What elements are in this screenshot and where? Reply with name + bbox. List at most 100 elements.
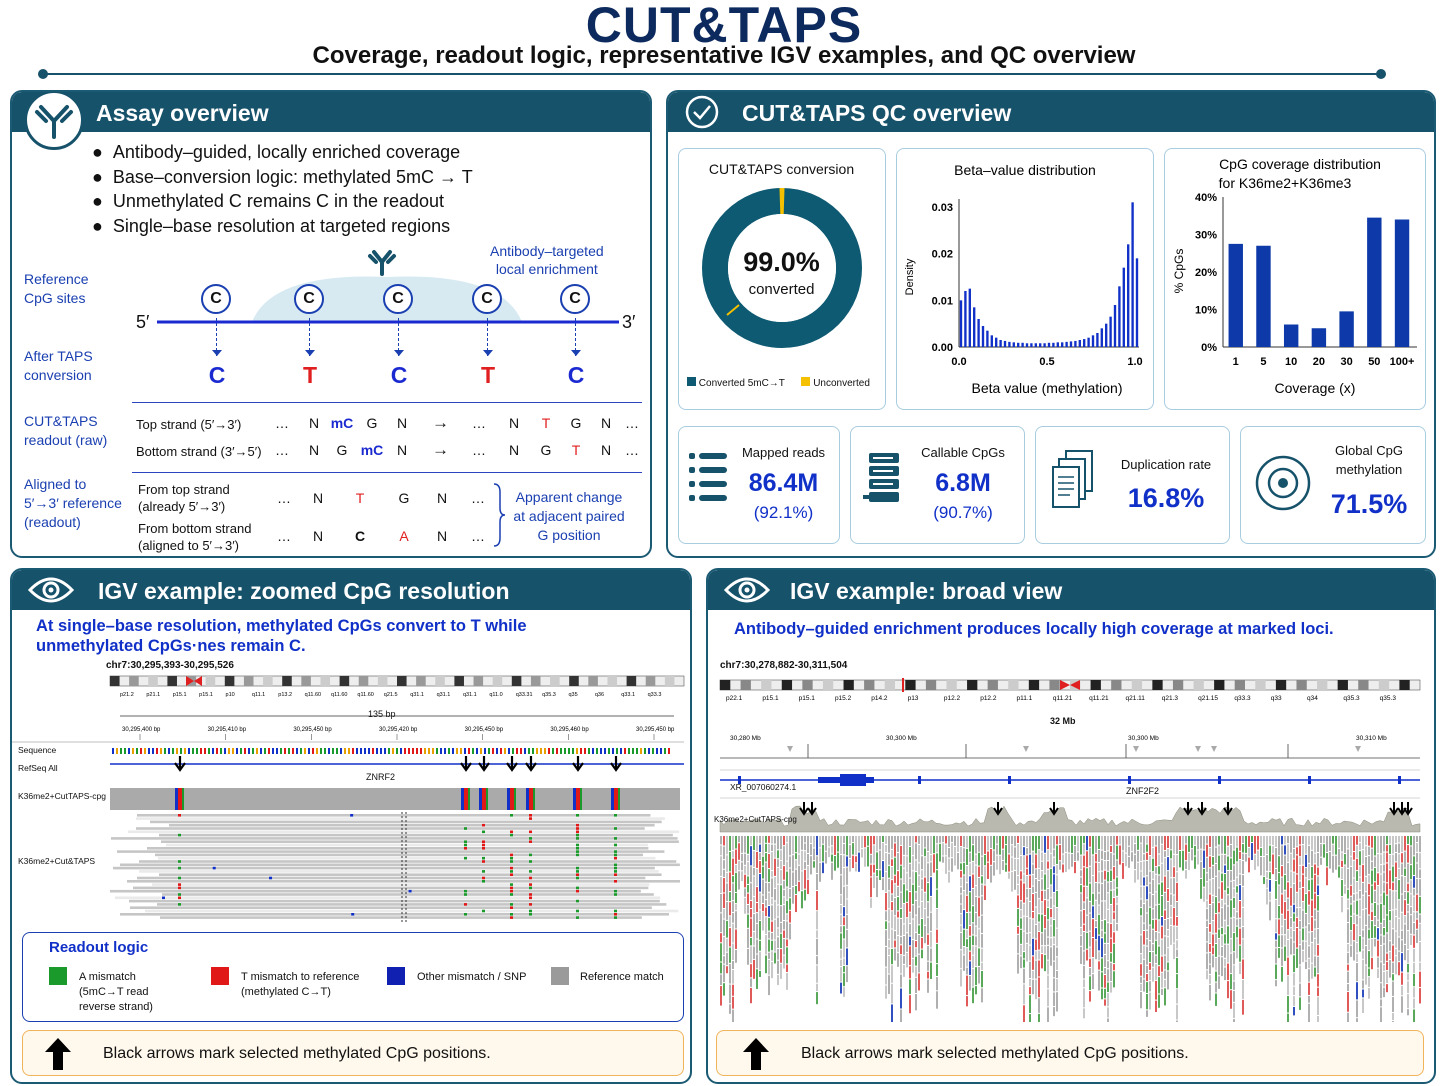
read: [1365, 892, 1367, 909]
read: [891, 948, 893, 965]
read: [1098, 961, 1100, 970]
read: [1035, 836, 1037, 854]
read: [759, 853, 761, 861]
read: [1053, 920, 1055, 937]
read: [963, 848, 965, 862]
read: [1290, 853, 1292, 871]
read: [1173, 867, 1175, 878]
read: [897, 886, 899, 897]
methyl-arrow-icon: [1223, 802, 1233, 816]
read: [741, 871, 743, 882]
read: [921, 949, 923, 959]
read: [1146, 913, 1148, 930]
read: [1290, 928, 1292, 938]
read: [966, 866, 968, 883]
read: [1347, 899, 1349, 909]
marker-triangle: [787, 746, 793, 752]
read: [1167, 971, 1169, 990]
read: [1380, 923, 1382, 935]
read: [1257, 850, 1259, 867]
read: [882, 843, 884, 861]
read-mismatch: [614, 909, 617, 913]
read: [1287, 957, 1289, 976]
read: [918, 973, 920, 991]
read: [1227, 836, 1229, 846]
read: [1281, 894, 1283, 914]
read: [1083, 902, 1085, 909]
strand-base: T: [541, 415, 551, 431]
read: [136, 817, 665, 820]
sequence-base: [244, 748, 246, 754]
read: [732, 913, 734, 923]
read: [972, 969, 974, 987]
read: [1029, 961, 1031, 979]
read: [1362, 910, 1364, 930]
read: [726, 938, 728, 952]
read: [834, 836, 836, 855]
legend-line: (5mC→T read: [79, 986, 149, 998]
read: [885, 892, 887, 911]
ideogram-band: [569, 676, 579, 686]
read-mismatch: [464, 889, 467, 893]
read: [1113, 866, 1115, 880]
read: [981, 988, 983, 1003]
read: [1206, 882, 1208, 900]
read: [936, 870, 938, 889]
read: [1356, 962, 1358, 982]
read: [1356, 900, 1358, 915]
read: [1308, 958, 1310, 969]
read: [720, 943, 722, 962]
read: [1110, 962, 1112, 982]
read: [1347, 1012, 1349, 1022]
read: [1128, 836, 1130, 846]
histogram-bar: [1069, 341, 1073, 347]
histogram-bar: [1056, 342, 1059, 347]
read: [1398, 843, 1400, 854]
methyl-arrow-icon: [478, 756, 490, 772]
read: [1188, 836, 1190, 852]
read: [1116, 923, 1118, 931]
read: [1050, 918, 1052, 926]
read: [1038, 931, 1040, 950]
read: [1047, 945, 1049, 960]
read: [1041, 946, 1043, 954]
read: [1383, 936, 1385, 944]
read: [1014, 858, 1016, 871]
read: [882, 878, 884, 891]
read: [1401, 940, 1403, 953]
read: [843, 836, 845, 844]
read: [1236, 862, 1238, 877]
coord-label: 30,300 Mb: [1128, 735, 1159, 742]
read: [1383, 864, 1385, 872]
read: [1236, 919, 1238, 926]
read: [918, 845, 920, 863]
sequence-base: [412, 748, 414, 754]
read: [1299, 908, 1301, 920]
read: [1404, 900, 1406, 916]
read: [1200, 861, 1202, 879]
read: [1278, 947, 1280, 958]
read: [858, 836, 860, 852]
read: [891, 867, 893, 880]
read: [936, 889, 938, 909]
read: [1122, 836, 1124, 851]
read: [1269, 836, 1271, 845]
coverage-bar: [1311, 328, 1327, 347]
read: [972, 935, 974, 946]
read: [1392, 891, 1394, 910]
read: [756, 851, 758, 868]
read: [1155, 980, 1157, 1000]
read: [768, 869, 770, 883]
read: [1308, 932, 1310, 946]
read: [1308, 845, 1310, 863]
read: [1317, 911, 1319, 929]
span-label: 135 bp: [368, 709, 396, 719]
read: [933, 854, 935, 873]
coord-label: 30,295,460 bp: [550, 727, 589, 733]
sequence-base: [504, 748, 506, 754]
read: [1242, 979, 1244, 999]
read: [771, 836, 773, 844]
read: [1083, 931, 1085, 951]
read: [1368, 977, 1370, 987]
read-mismatch: [614, 843, 617, 847]
